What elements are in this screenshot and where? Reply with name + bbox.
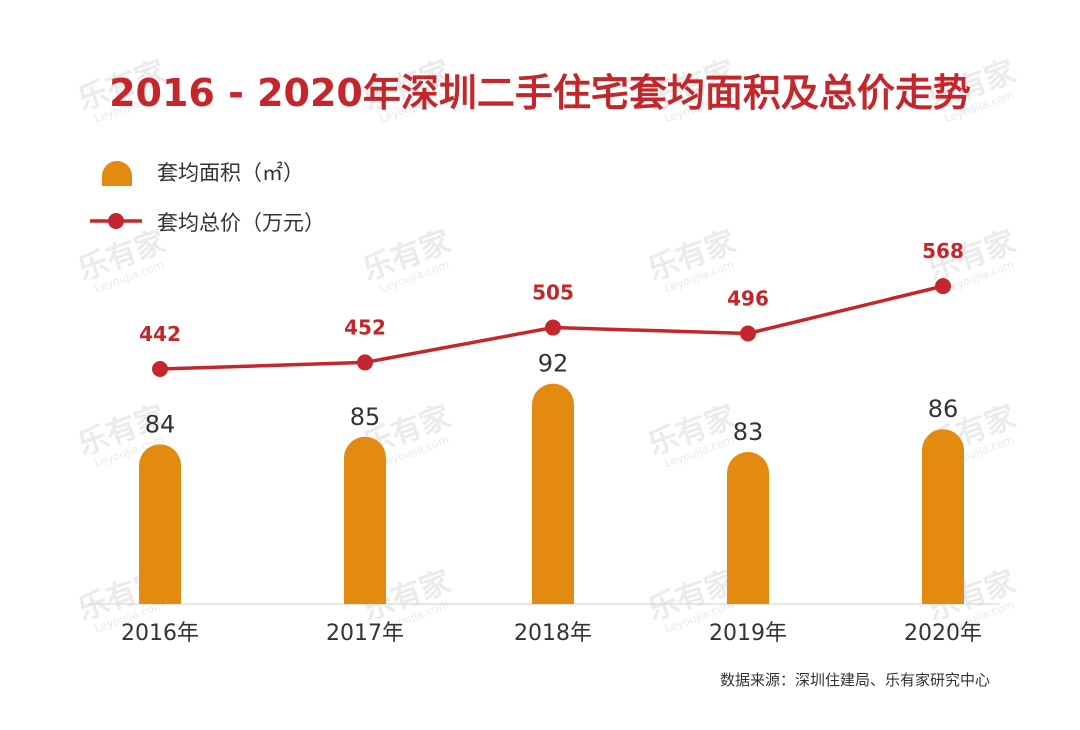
line-point <box>357 354 373 371</box>
bar <box>727 452 769 604</box>
bar <box>344 436 386 604</box>
bar <box>139 444 181 604</box>
legend-label-price: 套均总价（万元） <box>157 211 325 235</box>
bar <box>532 383 574 604</box>
rounded-bar-icon <box>102 161 132 186</box>
x-tick-label: 2016年 <box>121 621 199 646</box>
x-axis-ticks: 2016年 2017年 2018年 2019年 2020年 <box>121 621 982 646</box>
bar-value-label: 92 <box>538 350 569 378</box>
bar-value-label: 84 <box>145 410 176 438</box>
line-series: 442 452 505 496 568 <box>139 239 964 377</box>
legend: 套均面积（㎡） 套均总价（万元） <box>90 161 325 235</box>
line-point <box>152 361 168 377</box>
chart-title: 2016 - 2020年深圳二手住宅套均面积及总价走势 <box>109 71 971 115</box>
line-value-label: 452 <box>344 315 386 339</box>
bar-value-label: 83 <box>733 418 764 446</box>
bar-value-label: 86 <box>928 395 959 423</box>
x-tick-label: 2019年 <box>709 621 787 646</box>
line-value-label: 505 <box>532 281 574 305</box>
line-point <box>740 325 756 342</box>
line-value-label: 442 <box>139 322 181 346</box>
x-tick-label: 2020年 <box>904 621 982 646</box>
line-point <box>935 278 951 295</box>
line-dot-marker <box>108 213 124 229</box>
x-tick-label: 2017年 <box>326 621 404 646</box>
bar-value-label: 85 <box>350 403 381 431</box>
line-point <box>545 319 561 336</box>
bar <box>922 429 964 604</box>
line-value-label: 496 <box>727 286 769 310</box>
x-tick-label: 2018年 <box>514 621 592 646</box>
legend-label-area: 套均面积（㎡） <box>157 161 304 185</box>
line-value-label: 568 <box>922 239 964 263</box>
source-note: 数据来源：深圳住建局、乐有家研究中心 <box>720 671 990 689</box>
bar-series: 84 85 92 83 86 <box>139 350 964 604</box>
